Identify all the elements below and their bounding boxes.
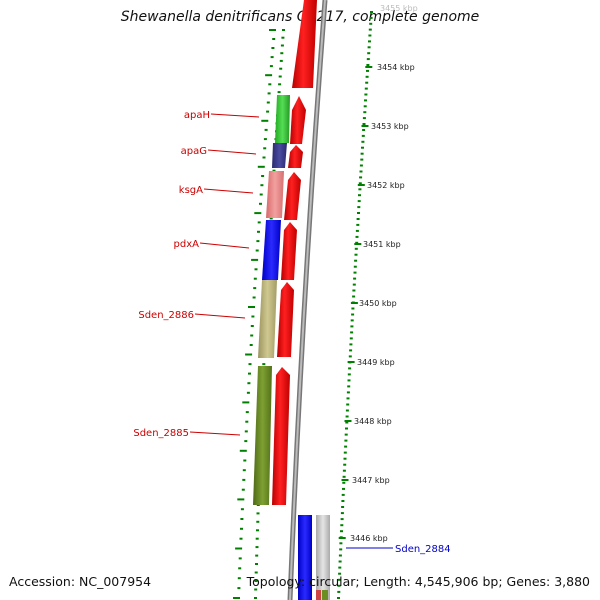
gene-label-apaG[interactable]: apaG (181, 146, 207, 157)
genome-backbone (287, 0, 328, 600)
genome-backbone-highlight (289, 0, 326, 600)
gene-label-Sden_2886[interactable]: Sden_2886 (138, 310, 194, 321)
gene-apaG[interactable] (272, 143, 287, 168)
label-line-apaG (207, 149, 257, 155)
gene-pdxA[interactable] (262, 220, 281, 280)
scale-label: 3447 kbp (352, 476, 390, 485)
cds-track (272, 0, 317, 505)
scale-label: 3455 kbp (380, 4, 418, 13)
gene-label-ksgA[interactable]: ksgA (179, 185, 203, 196)
accession-text: Accession: NC_007954 (9, 574, 152, 589)
label-line-ksgA (203, 188, 254, 194)
label-line-Sden_2886 (194, 313, 246, 319)
gene-ksgA[interactable] (266, 171, 284, 218)
gene-label-Sden_2884[interactable]: Sden_2884 (395, 544, 451, 555)
label-line-pdxA (199, 242, 250, 249)
label-line-apaH (210, 113, 260, 118)
gene-Sden_2884-group (298, 515, 330, 600)
scale-labels: 3455 kbp 3454 kbp 3453 kbp 3452 kbp 3451… (350, 4, 418, 543)
gene-neighbor-accent (316, 590, 321, 600)
cds-feature[interactable] (284, 172, 301, 220)
gene-labels: apaH apaG ksgA pdxA Sden_2886 Sden_2885 … (133, 110, 450, 555)
cds-feature[interactable] (277, 282, 294, 357)
gene-Sden_2884-neighbor[interactable] (316, 515, 330, 600)
cds-feature[interactable] (272, 367, 290, 505)
gene-Sden_2885[interactable] (253, 366, 272, 505)
gene-label-lines (189, 113, 393, 549)
scale-label: 3450 kbp (359, 299, 397, 308)
scale-label: 3453 kbp (371, 122, 409, 131)
gene-apaH[interactable] (275, 95, 290, 143)
gene-neighbor-accent (322, 590, 328, 600)
scale-label: 3449 kbp (357, 358, 395, 367)
map-title: Shewanella denitrificans OS217, complete… (120, 9, 480, 25)
cds-feature[interactable] (292, 0, 317, 88)
scale-label: 3446 kbp (350, 534, 388, 543)
genome-summary-text: Topology: circular; Length: 4,545,906 bp… (246, 574, 590, 589)
label-line-Sden_2885 (189, 431, 241, 436)
scale-label: 3451 kbp (363, 240, 401, 249)
gene-track (253, 95, 290, 505)
cds-feature[interactable] (281, 222, 297, 280)
gene-label-Sden_2885[interactable]: Sden_2885 (133, 428, 189, 439)
gene-label-pdxA[interactable]: pdxA (174, 239, 200, 250)
cds-feature[interactable] (288, 145, 303, 168)
scale-label: 3448 kbp (354, 417, 392, 426)
scale-label: 3452 kbp (367, 181, 405, 190)
cds-feature[interactable] (290, 96, 306, 144)
gene-Sden_2886[interactable] (258, 280, 277, 358)
scale-label: 3454 kbp (377, 63, 415, 72)
gene-label-apaH[interactable]: apaH (184, 110, 210, 121)
gene-Sden_2884[interactable] (298, 515, 312, 600)
